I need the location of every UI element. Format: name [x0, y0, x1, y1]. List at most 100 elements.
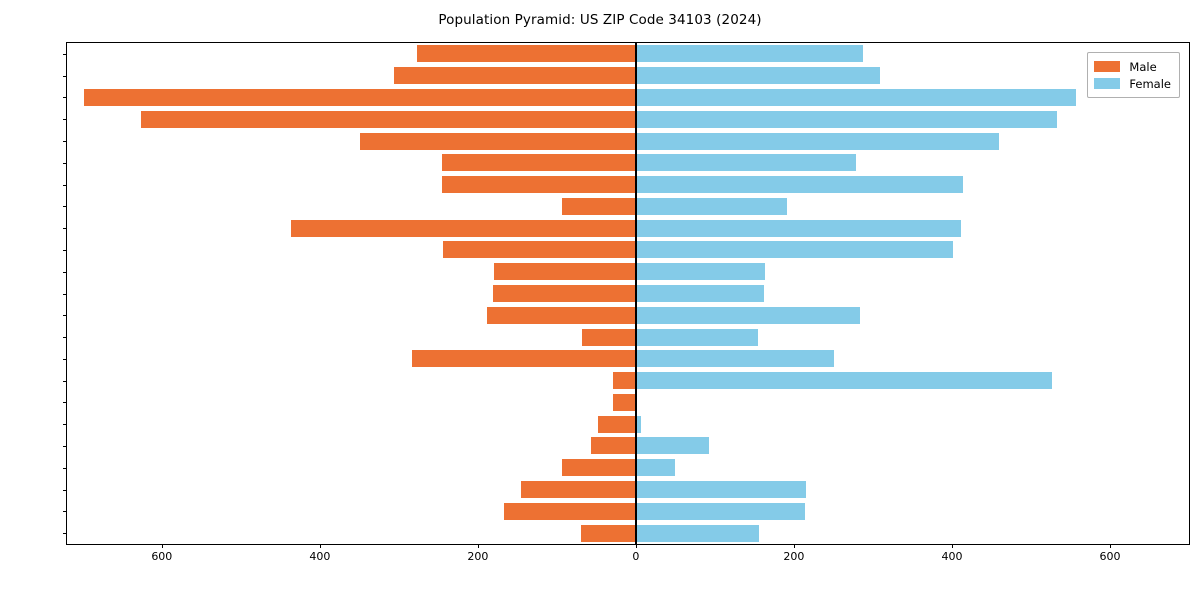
zero-axis-line	[635, 43, 637, 544]
bar-male	[582, 328, 636, 346]
pyramid-row	[67, 241, 1189, 259]
legend-swatch-icon	[1094, 61, 1121, 72]
bar-female	[635, 502, 805, 520]
bar-female	[635, 219, 961, 237]
bar-male	[492, 285, 636, 302]
pyramid-row	[67, 524, 1189, 542]
pyramid-row	[67, 132, 1189, 150]
pyramid-row	[67, 88, 1189, 106]
bar-male	[442, 176, 636, 194]
y-tick-mark	[63, 445, 67, 447]
page-title: Population Pyramid: US ZIP Code 34103 (2…	[438, 12, 762, 28]
y-tick-mark	[63, 293, 67, 295]
y-tick-mark	[63, 249, 67, 251]
bar-male	[291, 219, 636, 237]
bar-female	[635, 350, 835, 368]
y-tick-mark	[63, 53, 67, 55]
x-tick-mark	[635, 544, 637, 548]
legend-item[interactable]: Male	[1094, 58, 1171, 75]
y-tick-mark	[63, 141, 67, 143]
bar-female	[635, 437, 709, 455]
bar-female	[635, 45, 864, 63]
bar-male	[443, 241, 636, 259]
bar-male	[441, 154, 636, 172]
y-tick-mark	[63, 119, 67, 121]
y-tick-mark	[63, 467, 67, 469]
bar-female	[635, 154, 857, 172]
bar-male	[561, 459, 636, 477]
pyramid-row	[67, 415, 1189, 433]
y-tick-mark	[63, 511, 67, 513]
bar-female	[635, 372, 1052, 390]
plot-inner	[67, 43, 1189, 544]
legend-item[interactable]: Female	[1094, 75, 1171, 92]
bar-female	[635, 524, 760, 542]
chart-legend: Male Female	[1087, 52, 1180, 98]
pyramid-row	[67, 176, 1189, 194]
pyramid-row	[67, 459, 1189, 477]
bar-female	[635, 459, 676, 477]
y-tick-mark	[63, 97, 67, 99]
y-tick-mark	[63, 184, 67, 186]
x-tick-label: 0	[632, 550, 640, 563]
bar-female	[635, 415, 642, 433]
bar-male	[411, 350, 636, 368]
y-tick-mark	[63, 533, 67, 535]
y-tick-mark	[63, 315, 67, 317]
y-tick-mark	[63, 380, 67, 382]
bar-female	[635, 197, 787, 215]
bar-female	[635, 176, 963, 194]
y-tick-mark	[63, 358, 67, 360]
pyramid-row	[67, 45, 1189, 63]
bar-female	[635, 110, 1058, 128]
bar-female	[635, 306, 861, 324]
bar-male	[612, 393, 636, 411]
bar-male	[590, 437, 636, 455]
pyramid-row	[67, 154, 1189, 172]
y-tick-mark	[63, 271, 67, 273]
legend-swatch-icon	[1094, 78, 1121, 89]
legend-label: Male	[1129, 59, 1157, 74]
bar-female	[635, 67, 881, 85]
bar-female	[635, 328, 758, 346]
pyramid-row	[67, 481, 1189, 499]
pyramid-row	[67, 393, 1189, 411]
x-tick-mark	[793, 544, 795, 548]
bar-male	[394, 67, 636, 85]
y-tick-mark	[63, 489, 67, 491]
bar-female	[635, 241, 953, 259]
bar-male	[487, 306, 636, 324]
y-tick-mark	[63, 337, 67, 339]
y-tick-mark	[63, 75, 67, 77]
x-tick-label: 200	[783, 550, 805, 563]
bar-male	[521, 481, 636, 499]
pyramid-row	[67, 350, 1189, 368]
bar-male	[360, 132, 636, 150]
x-tick-label: 400	[309, 550, 331, 563]
bar-male	[580, 524, 636, 542]
x-tick-label: 400	[941, 550, 963, 563]
legend-label: Female	[1129, 76, 1171, 91]
plot-area: 85+80-8475-7970-7467-6965-6662-6460-6155…	[63, 42, 1190, 563]
bar-female	[635, 132, 999, 150]
bar-male	[597, 415, 636, 433]
bar-female	[635, 481, 806, 499]
y-tick-mark	[63, 402, 67, 404]
pyramid-row	[67, 110, 1189, 128]
y-tick-mark	[63, 424, 67, 426]
x-tick-mark	[161, 544, 163, 548]
y-tick-mark	[63, 206, 67, 208]
bar-female	[635, 285, 764, 302]
pyramid-row	[67, 67, 1189, 85]
pyramid-row	[67, 372, 1189, 390]
pyramid-row	[67, 285, 1189, 302]
bar-male	[83, 88, 636, 106]
pyramid-row	[67, 197, 1189, 215]
x-tick-mark	[319, 544, 321, 548]
x-tick-mark	[1109, 544, 1111, 548]
x-tick-label: 600	[1099, 550, 1121, 563]
bar-male	[417, 45, 636, 63]
pyramid-row	[67, 306, 1189, 324]
bar-male	[503, 502, 636, 520]
